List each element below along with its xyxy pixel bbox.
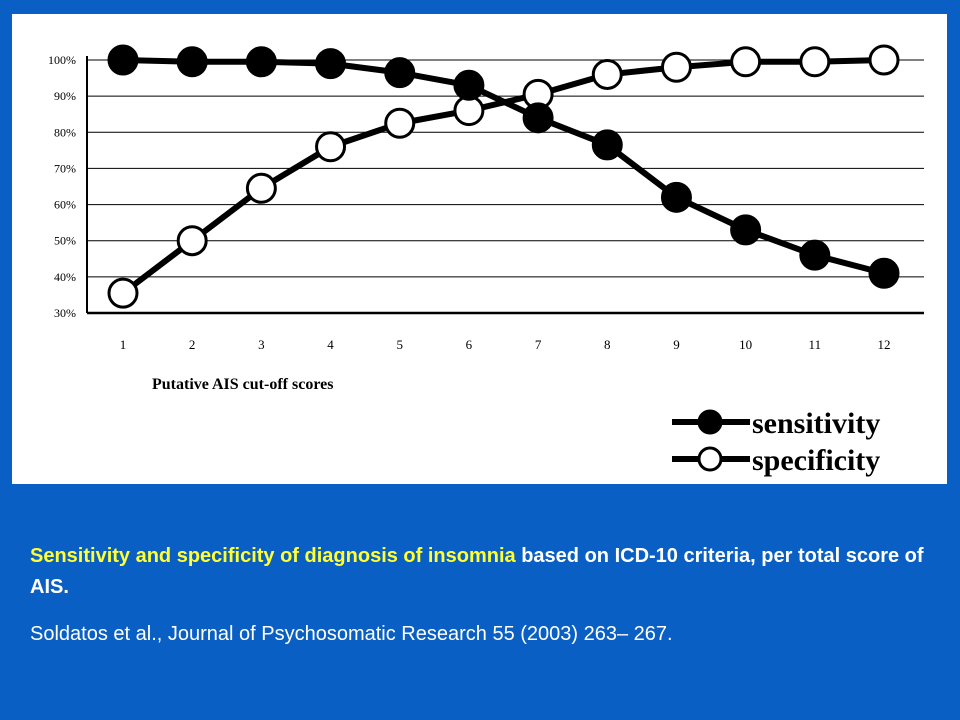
chart-panel: 30% 40% 50% 60% 70% 80% 90% 100% 1 2 3 4 5 6 7 8 9 10 11 12… — [12, 14, 947, 484]
x-tick-label: 11 — [809, 337, 822, 352]
sensitivity-marker — [799, 239, 831, 271]
x-tick-label: 6 — [466, 337, 473, 352]
specificity-marker — [384, 107, 416, 139]
caption: Sensitivity and specificity of diagnosis… — [30, 541, 930, 603]
y-tick-label: 70% — [54, 161, 76, 175]
x-tick-label: 7 — [535, 337, 542, 352]
legend-label: sensitivity — [752, 407, 880, 440]
sensitivity-marker — [315, 48, 347, 80]
specificity-marker — [799, 46, 831, 78]
y-tick-label: 40% — [54, 270, 76, 284]
x-tick-label: 1 — [120, 337, 127, 352]
x-tick-label: 9 — [673, 337, 680, 352]
sensitivity-marker — [522, 102, 554, 134]
specificity-marker — [176, 225, 208, 257]
x-tick-label: 3 — [258, 337, 265, 352]
specificity-marker — [660, 51, 692, 83]
x-tick-label: 5 — [396, 337, 403, 352]
caption-rest: based on ICD-10 criteria, per total scor… — [30, 545, 924, 598]
caption-highlight: Sensitivity and specificity of diagnosis… — [30, 545, 516, 567]
legend-marker — [697, 446, 723, 472]
x-tick-label: 8 — [604, 337, 611, 352]
citation: Soldatos et al., Journal of Psychosomati… — [30, 623, 673, 645]
specificity-marker — [591, 58, 623, 90]
specificity-marker — [245, 172, 277, 204]
x-axis-title: Putative AIS cut-off scores — [152, 376, 333, 393]
specificity-line — [121, 57, 885, 296]
sensitivity-marker — [245, 46, 277, 78]
legend-marker — [697, 409, 723, 435]
specificity-marker — [315, 131, 347, 163]
x-tick-label: 12 — [878, 337, 891, 352]
sensitivity-marker — [107, 44, 139, 76]
sensitivity-marker — [730, 214, 762, 246]
sensitivity-marker — [591, 129, 623, 161]
sensitivity-marker — [384, 57, 416, 89]
sensitivity-line — [122, 57, 885, 277]
legend-label: specificity — [752, 444, 880, 477]
sensitivity-marker — [868, 257, 900, 289]
sensitivity-marker — [660, 181, 692, 213]
specificity-marker — [730, 46, 762, 78]
line-chart: 30%40%50%60%70%80%90%100%1 2 3 4 5 6 7 8 9 10 11 12… — [48, 44, 924, 477]
x-tick-label: 10 — [739, 337, 752, 352]
y-tick-label: 30% — [54, 306, 76, 320]
x-tick-label: 4 — [327, 337, 334, 352]
x-tick-label: 2 — [189, 337, 196, 352]
sensitivity-marker — [453, 69, 485, 101]
sensitivity-marker — [176, 46, 208, 78]
y-tick-label: 50% — [54, 234, 76, 248]
y-tick-label: 90% — [54, 89, 76, 103]
specificity-marker — [868, 44, 900, 76]
y-tick-label: 80% — [54, 125, 76, 139]
specificity-marker — [107, 277, 139, 309]
y-tick-label: 60% — [54, 198, 76, 212]
y-tick-label: 100% — [48, 53, 76, 67]
